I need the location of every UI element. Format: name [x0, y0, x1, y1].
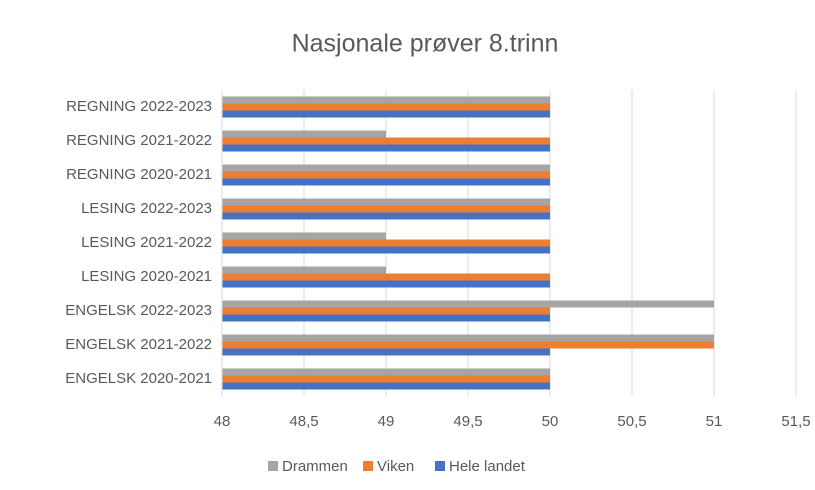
- bar: [222, 307, 550, 315]
- bar: [222, 130, 386, 138]
- x-tick-label: 48,5: [289, 413, 318, 430]
- legend-swatch: [435, 461, 445, 471]
- bar: [222, 368, 550, 376]
- bar: [222, 239, 550, 247]
- bar: [222, 314, 550, 322]
- chart-title: Nasjonale prøver 8.trinn: [292, 30, 559, 58]
- bar: [222, 266, 386, 274]
- x-tick-label: 51,5: [781, 413, 810, 430]
- bar: [222, 171, 550, 179]
- y-tick-label: ENGELSK 2022-2023: [65, 302, 212, 319]
- bar: [222, 334, 714, 342]
- y-tick-label: ENGELSK 2020-2021: [65, 370, 212, 387]
- bar: [222, 164, 550, 172]
- bar: [222, 96, 550, 104]
- y-tick-label: LESING 2021-2022: [81, 234, 212, 251]
- bar: [222, 137, 550, 145]
- bar: [222, 144, 550, 152]
- legend-label: Viken: [377, 458, 414, 475]
- bar: [222, 341, 714, 349]
- bar: [222, 103, 550, 111]
- y-tick-label: ENGELSK 2021-2022: [65, 336, 212, 353]
- legend-label: Hele landet: [449, 458, 526, 475]
- bar: [222, 273, 550, 281]
- bar: [222, 198, 550, 206]
- x-tick-label: 50,5: [617, 413, 646, 430]
- bar: [222, 348, 550, 356]
- y-tick-label: REGNING 2020-2021: [66, 166, 212, 183]
- y-tick-label: LESING 2020-2021: [81, 268, 212, 285]
- bar: [222, 110, 550, 118]
- bar: [222, 178, 550, 186]
- x-tick-label: 48: [214, 413, 231, 430]
- bar: [222, 246, 550, 254]
- x-tick-label: 51: [706, 413, 723, 430]
- x-tick-label: 49: [378, 413, 395, 430]
- bar: [222, 300, 714, 308]
- legend-swatch: [268, 461, 278, 471]
- legend-swatch: [363, 461, 373, 471]
- bar: [222, 212, 550, 220]
- y-tick-label: LESING 2022-2023: [81, 200, 212, 217]
- bar: [222, 375, 550, 383]
- bar: [222, 205, 550, 213]
- bar: [222, 232, 386, 240]
- bar: [222, 382, 550, 390]
- y-tick-label: REGNING 2021-2022: [66, 132, 212, 149]
- bar: [222, 280, 550, 288]
- legend-label: Drammen: [282, 458, 348, 475]
- y-tick-label: REGNING 2022-2023: [66, 98, 212, 115]
- x-tick-label: 50: [542, 413, 559, 430]
- x-tick-label: 49,5: [453, 413, 482, 430]
